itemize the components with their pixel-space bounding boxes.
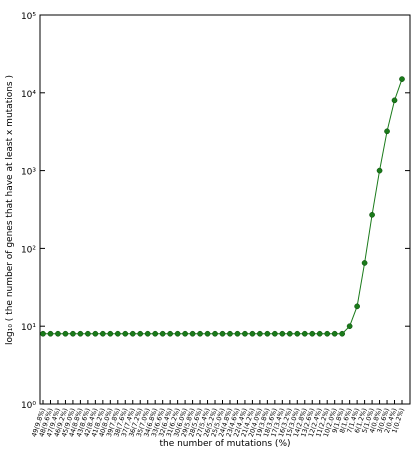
point xyxy=(40,330,46,337)
point xyxy=(212,330,218,337)
point xyxy=(376,167,383,174)
point xyxy=(227,330,233,337)
point xyxy=(204,330,211,337)
point xyxy=(391,97,398,104)
point xyxy=(234,330,241,337)
point xyxy=(182,330,188,337)
point xyxy=(122,330,129,337)
point xyxy=(324,330,331,337)
point xyxy=(316,330,323,337)
point xyxy=(294,330,301,337)
point xyxy=(85,330,91,337)
y-tick-label: 10⁴ xyxy=(21,90,36,100)
point xyxy=(242,330,248,337)
point xyxy=(174,330,181,337)
point xyxy=(129,330,136,337)
point xyxy=(309,330,316,337)
point xyxy=(189,330,196,337)
point xyxy=(62,330,69,337)
point xyxy=(399,76,405,82)
point xyxy=(70,330,76,337)
y-tick-label: 10² xyxy=(21,245,36,255)
point xyxy=(272,330,278,337)
point xyxy=(354,303,360,310)
point xyxy=(99,330,106,337)
point xyxy=(301,330,308,337)
point xyxy=(286,330,293,337)
point xyxy=(92,330,99,337)
y-tick-label: 10³ xyxy=(21,168,36,178)
point xyxy=(197,330,203,337)
y-tick-label: 10⁰ xyxy=(21,401,36,411)
y-axis-label: log₁₀ ( the number of genes that have at… xyxy=(5,75,15,345)
point xyxy=(331,330,338,337)
point xyxy=(339,330,346,337)
point xyxy=(384,128,390,135)
y-tick-label: 10⁵ xyxy=(21,12,36,22)
point xyxy=(369,211,375,218)
point xyxy=(55,330,61,337)
point xyxy=(144,330,151,337)
point xyxy=(167,330,173,337)
point xyxy=(346,323,353,330)
point xyxy=(264,330,271,337)
point xyxy=(249,330,256,337)
point xyxy=(159,330,166,337)
plot-frame xyxy=(39,14,411,405)
y-tick-label: 10¹ xyxy=(21,323,36,333)
point xyxy=(279,330,286,337)
point xyxy=(114,330,121,337)
point xyxy=(107,330,114,337)
point xyxy=(137,330,144,337)
point xyxy=(361,260,368,266)
point xyxy=(257,330,263,337)
point xyxy=(77,330,84,337)
point xyxy=(47,330,54,337)
point xyxy=(219,330,226,337)
series-line xyxy=(43,78,403,335)
point xyxy=(152,330,159,337)
x-axis-label: the number of mutations (%) xyxy=(159,439,290,449)
